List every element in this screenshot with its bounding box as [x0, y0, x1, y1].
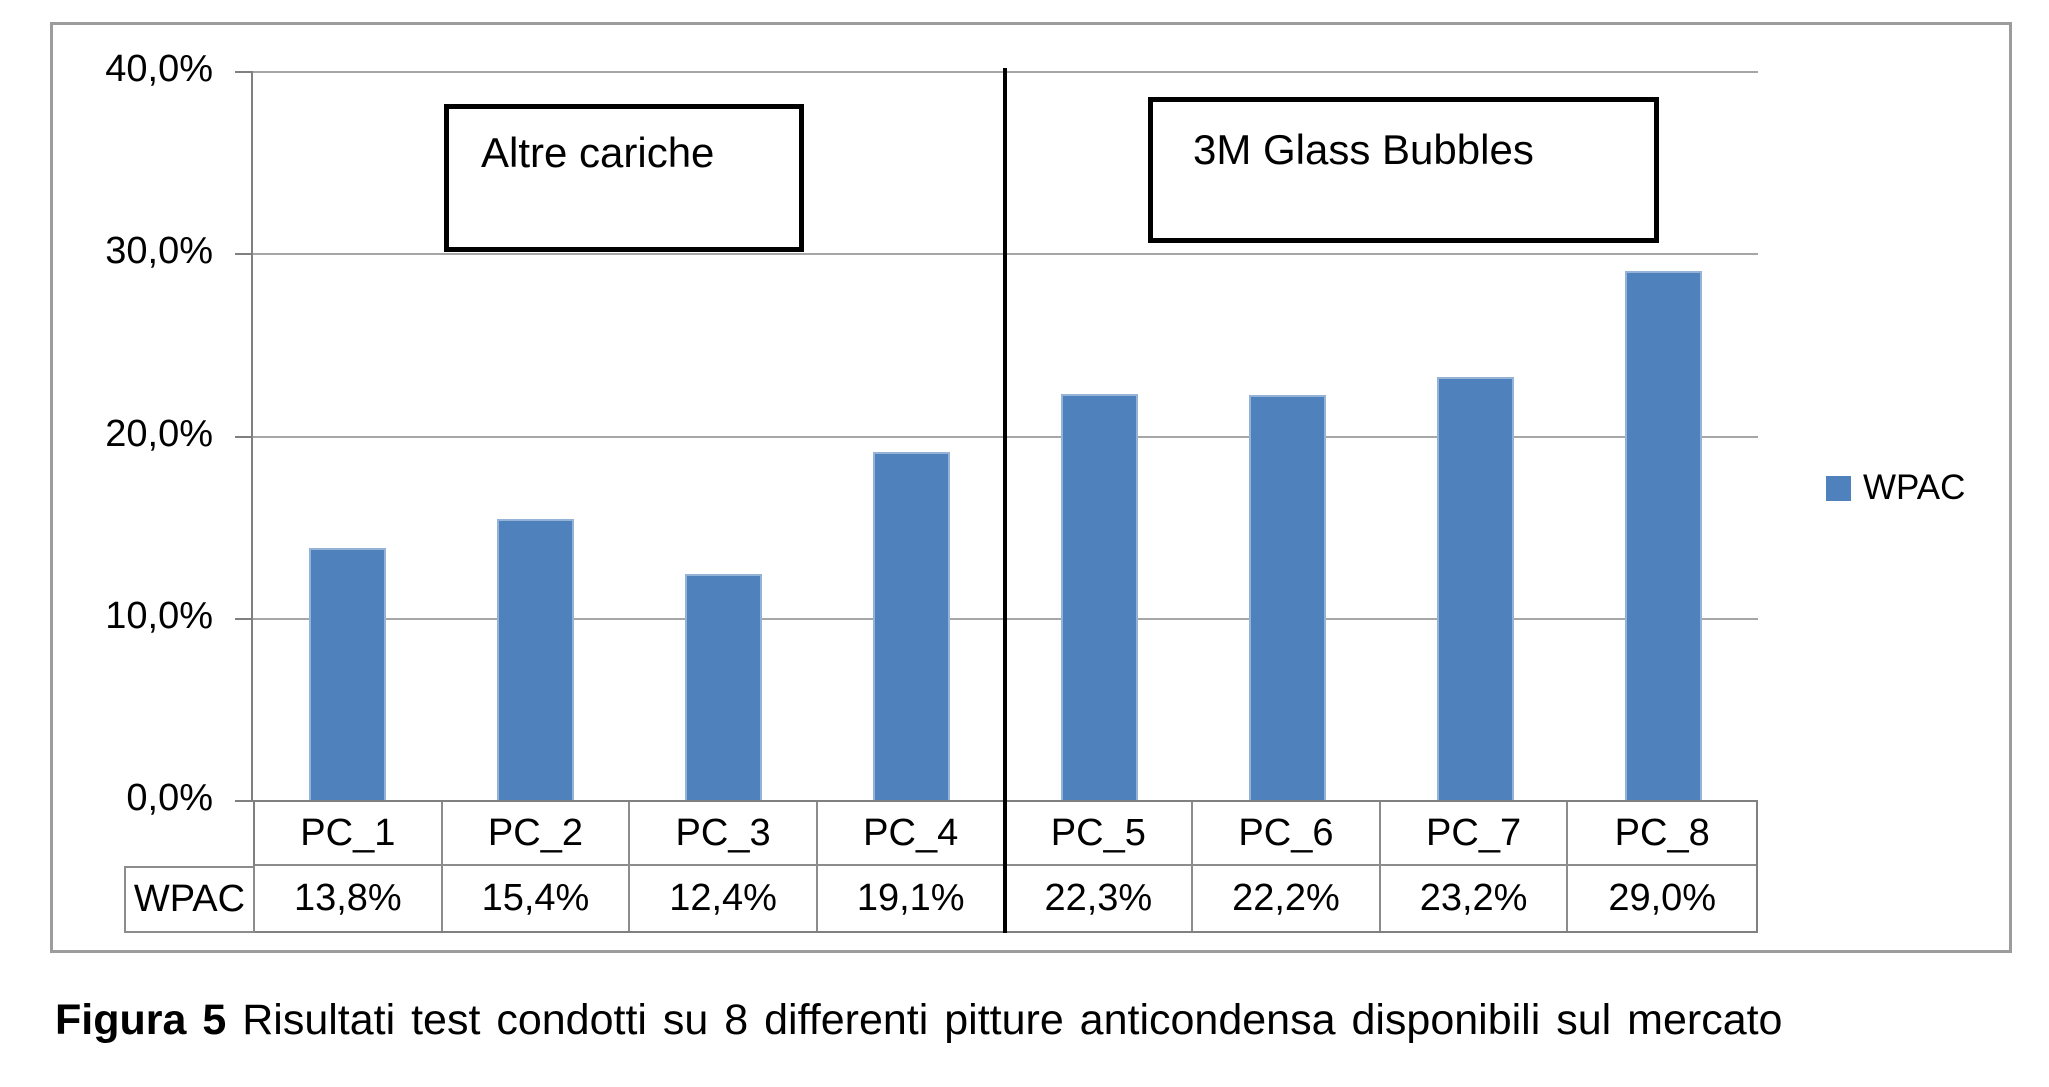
bar-PC_5 [1061, 394, 1138, 800]
y-tick-10,0% [235, 618, 253, 620]
category-cell-PC_1: PC_1 [255, 802, 443, 866]
figure-caption-label: Figura 5 [55, 996, 227, 1044]
annotation-box-altre-cariche: Altre cariche [444, 104, 804, 252]
figure-caption-text: Risultati test condotti su 8 differenti … [242, 996, 1783, 1044]
y-tick-0,0% [235, 800, 253, 802]
bar-PC_2 [497, 519, 574, 800]
category-cell-PC_5: PC_5 [1005, 802, 1194, 866]
annotation-label: 3M Glass Bubbles [1193, 126, 1534, 173]
legend-swatch-wpac [1826, 475, 1851, 501]
figure-caption: Figura 5 Risultati test condotti su 8 di… [55, 996, 1782, 1045]
value-cell-PC_5: 22,3% [1006, 866, 1194, 931]
category-cell-PC_7: PC_7 [1380, 802, 1569, 866]
bar-PC_7 [1437, 377, 1514, 800]
value-cell-PC_7: 23,2% [1381, 866, 1569, 931]
y-tick-20,0% [235, 436, 253, 438]
annotation-box-3m-glass-bubbles: 3M Glass Bubbles [1148, 97, 1659, 243]
group-divider-line [1003, 68, 1007, 933]
category-cell-PC_4: PC_4 [817, 802, 1006, 866]
legend: WPAC [1826, 468, 1965, 508]
y-tick-30,0% [235, 253, 253, 255]
y-tick-label: 30,0% [105, 229, 213, 272]
category-cell-PC_3: PC_3 [630, 802, 818, 866]
bar-PC_8 [1625, 271, 1702, 800]
bar-PC_1 [309, 548, 386, 800]
bar-PC_6 [1249, 395, 1326, 800]
legend-label: WPAC [1863, 468, 1966, 507]
annotation-label: Altre cariche [481, 129, 715, 176]
category-cell-PC_6: PC_6 [1193, 802, 1381, 866]
y-tick-label: 40,0% [105, 47, 213, 90]
bar-PC_3 [685, 574, 762, 800]
y-tick-label: 10,0% [105, 594, 213, 637]
value-cell-PC_8: 29,0% [1608, 877, 1717, 919]
value-cell-PC_2: 15,4% [443, 866, 631, 931]
category-cell-PC_2: PC_2 [442, 802, 631, 866]
y-tick-40,0% [235, 71, 253, 73]
bar-PC_4 [873, 452, 950, 800]
table-row-header: WPAC [124, 866, 255, 933]
category-cell-PC_8: PC_8 [1568, 802, 1756, 866]
value-cell-PC_3: 12,4% [630, 866, 818, 931]
value-cell-PC_1: 13,8% [255, 866, 443, 931]
value-cell-PC_6: 22,2% [1193, 866, 1381, 931]
y-tick-label: 20,0% [105, 412, 213, 455]
y-axis-line [251, 71, 253, 800]
value-cell-PC_4: 19,1% [818, 866, 1006, 931]
table-row-header-label: WPAC [133, 878, 246, 920]
y-tick-label: 0,0% [126, 776, 213, 819]
